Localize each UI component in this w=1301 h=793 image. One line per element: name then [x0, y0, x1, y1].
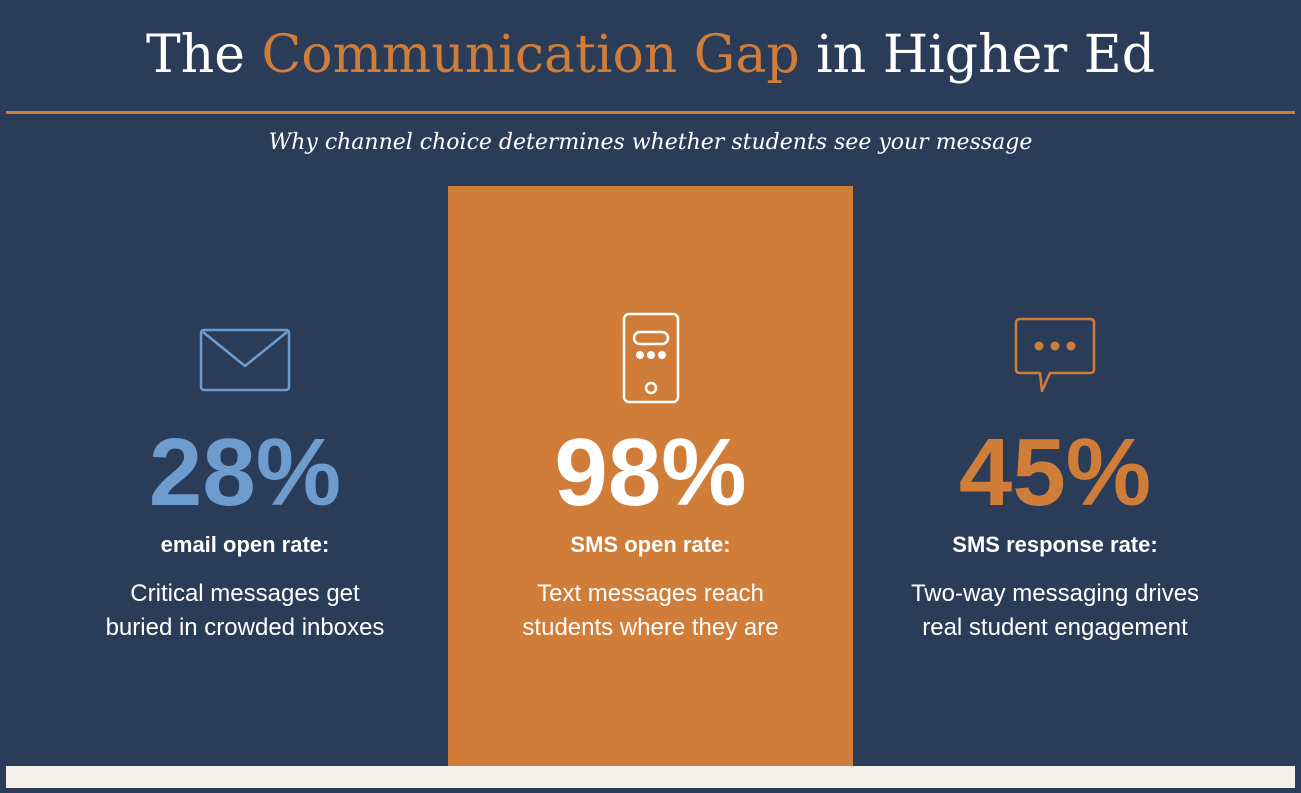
stat-description-line: real student engagement — [922, 614, 1188, 641]
stat-card-sms-open: 98% SMS open rate: Text messages reach s… — [448, 186, 853, 766]
footer-bar — [6, 766, 1295, 788]
page-title: The Communication Gap in Higher Ed — [0, 22, 1301, 88]
stat-label: SMS response rate: — [952, 532, 1158, 557]
phone-icon — [448, 312, 853, 404]
stat-description-line: buried in crowded inboxes — [105, 614, 385, 641]
stat-description-line: Two-way messaging drives — [910, 580, 1200, 607]
stat-value: 28% — [148, 419, 342, 526]
stat-label: SMS open rate: — [570, 532, 731, 557]
stat-value: 98% — [554, 419, 747, 526]
title-accent: Communication Gap — [261, 25, 800, 85]
email-icon — [45, 328, 445, 392]
page-subtitle: Why channel choice determines whether st… — [268, 130, 1033, 155]
stat-description: Text messages reach students where they … — [448, 577, 853, 645]
stat-card-email: 28% email open rate: Critical messages g… — [45, 186, 445, 766]
chat-bubble-icon — [855, 317, 1255, 395]
stat-description: Critical messages get buried in crowded … — [45, 577, 445, 645]
title-prefix: The — [146, 25, 245, 85]
stat-description: Two-way messaging drives real student en… — [855, 577, 1255, 645]
title-suffix: in Higher Ed — [816, 25, 1155, 85]
title-divider — [6, 111, 1295, 114]
stat-card-sms-response: 45% SMS response rate: Two-way messaging… — [855, 186, 1255, 766]
stat-label: email open rate: — [160, 532, 330, 557]
stat-description-line: Critical messages get — [130, 580, 360, 607]
stat-description-line: Text messages reach — [537, 580, 764, 607]
stat-description-line: students where they are — [522, 614, 779, 641]
stat-value: 45% — [958, 419, 1152, 526]
